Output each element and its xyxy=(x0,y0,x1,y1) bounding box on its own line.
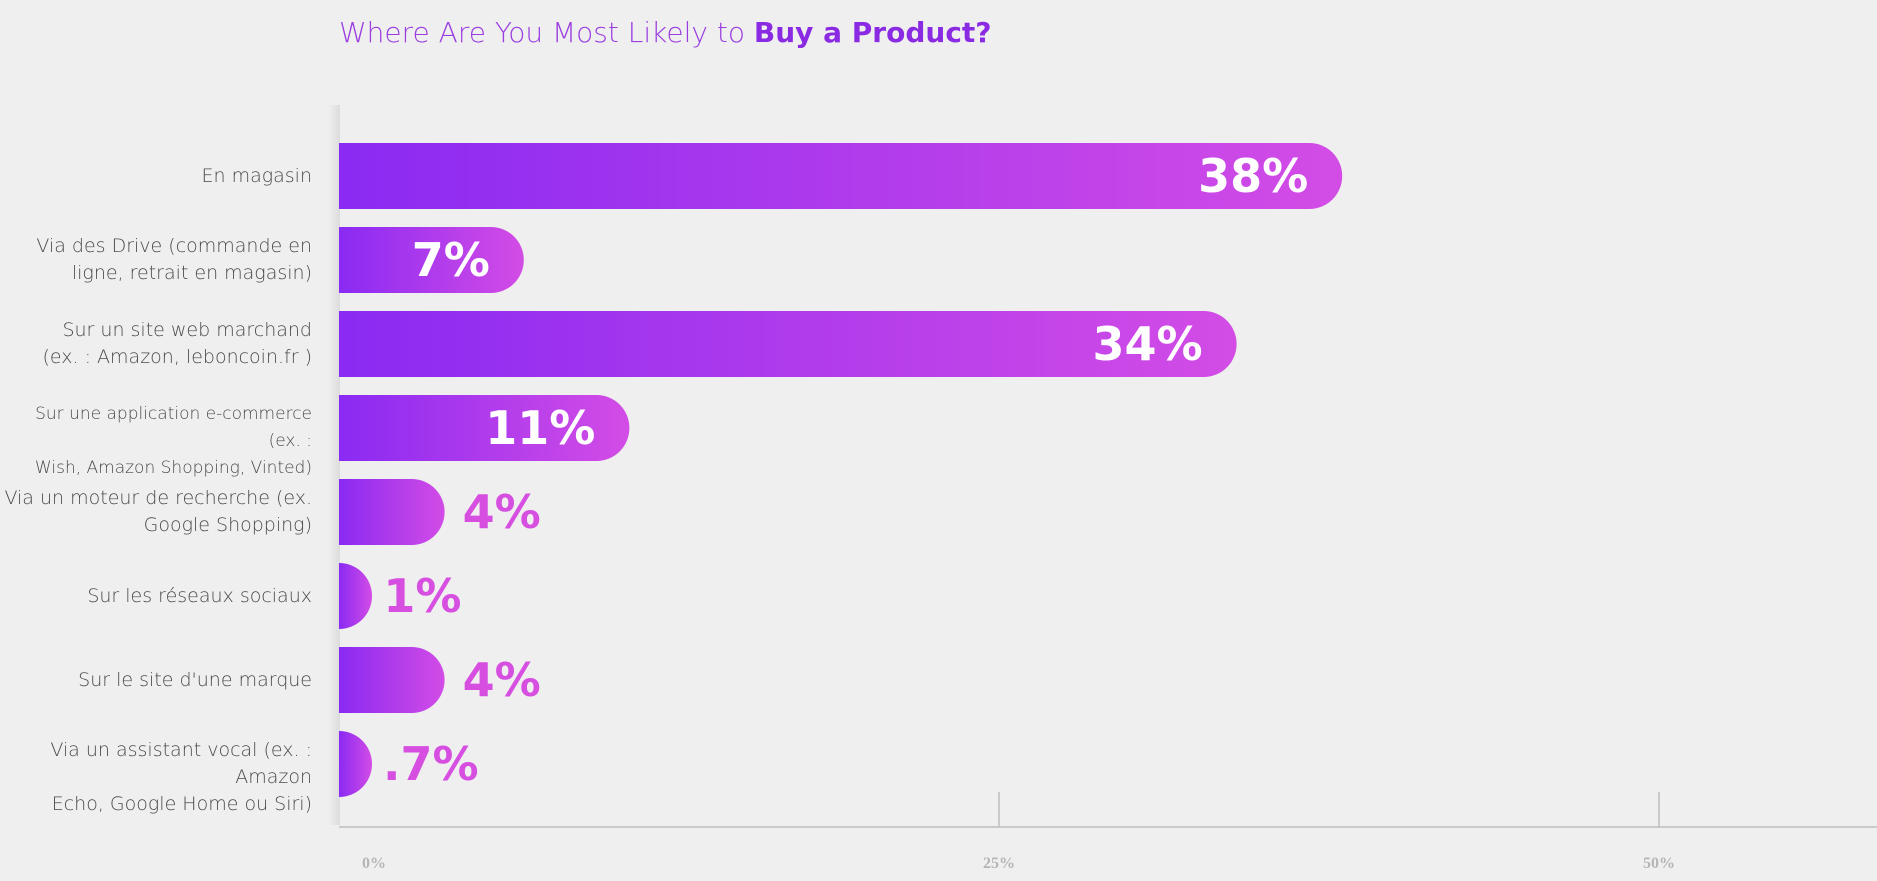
category-label: Sur le site d'une marque xyxy=(78,667,312,694)
bar-value-label: 11% xyxy=(485,401,595,455)
x-tick-label: 25% xyxy=(983,855,1015,872)
chart-title-prefix: Where Are You Most Likely to xyxy=(339,16,754,49)
category-label-line: Sur une application e-commerce (ex. : xyxy=(35,404,312,451)
bar-value-label: 4% xyxy=(463,653,541,707)
bar xyxy=(339,479,445,545)
category-label-line: Via un assistant vocal (ex. : Amazon xyxy=(50,739,312,788)
category-label-line: Sur un site web marchand xyxy=(62,319,312,341)
x-tick-label: 50% xyxy=(1643,855,1675,872)
bar xyxy=(339,647,445,713)
bar xyxy=(339,731,372,797)
category-label-line: ligne, retrait en magasin) xyxy=(71,262,312,284)
bar-value-label: 38% xyxy=(1198,149,1308,203)
bar-value-label: .7% xyxy=(383,737,479,791)
bar xyxy=(339,311,1237,377)
bar-value-label: 7% xyxy=(412,233,490,287)
bar-value-label: 1% xyxy=(383,569,461,623)
x-tick-label: 0% xyxy=(362,855,386,872)
category-label-line: Sur les réseaux sociaux xyxy=(87,584,312,607)
bar xyxy=(339,143,1343,209)
bar-value-label: 34% xyxy=(1092,317,1202,371)
category-label-line: Sur le site d'une marque xyxy=(78,668,312,691)
category-label: Sur un site web marchand (ex. : Amazon, l… xyxy=(43,317,312,371)
category-label: Via un assistant vocal (ex. : Amazon Echo… xyxy=(0,737,312,818)
category-label-line: Wish, Amazon Shopping, Vinted) xyxy=(34,458,312,478)
category-label-line: Echo, Google Home ou Siri) xyxy=(51,793,312,815)
category-label-line: Google Shopping) xyxy=(143,514,312,536)
chart-title-emphasis: Buy a Product? xyxy=(753,16,992,49)
category-label-line: (ex. : Amazon, leboncoin.fr ) xyxy=(42,346,312,368)
category-label: Via un moteur de recherche (ex. Google Sh… xyxy=(4,485,312,539)
bar xyxy=(339,563,372,629)
bar xyxy=(339,395,630,461)
plot-edge-shadow xyxy=(328,105,340,825)
category-label: Sur les réseaux sociaux xyxy=(87,583,312,610)
category-label-line: En magasin xyxy=(201,164,312,187)
category-label-line: Via un moteur de recherche (ex. xyxy=(4,487,312,509)
category-label: En magasin xyxy=(201,163,312,190)
category-label: Sur une application e-commerce (ex. : Wis… xyxy=(0,401,312,482)
category-label-line: Via des Drive (commande en xyxy=(36,235,312,257)
bar xyxy=(339,227,524,293)
category-label: Via des Drive (commande en ligne, retrait… xyxy=(36,233,312,287)
chart-title: Where Are You Most Likely to Buy a Produ… xyxy=(339,16,992,49)
bar-value-label: 4% xyxy=(463,485,541,539)
